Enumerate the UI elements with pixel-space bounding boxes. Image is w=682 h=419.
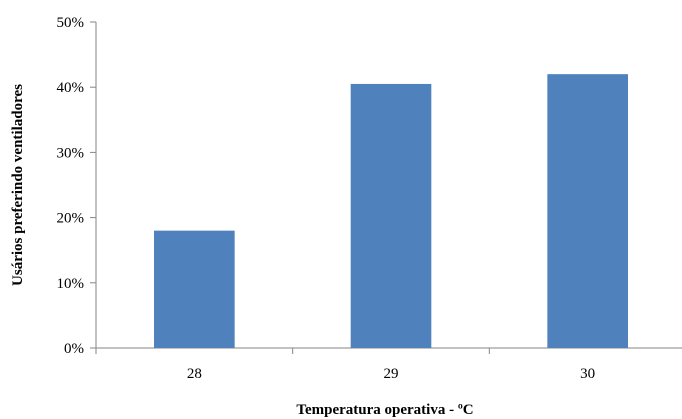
y-tick-label: 10% bbox=[57, 276, 85, 292]
y-tick-label: 0% bbox=[64, 341, 84, 357]
y-tick-label: 20% bbox=[57, 211, 85, 227]
x-ticks: 28 29 30 bbox=[95, 348, 595, 382]
y-ticks: 0% 10% 20% 30% 40% 50% bbox=[57, 15, 96, 357]
bar-28 bbox=[154, 230, 235, 348]
x-tick-label: 28 bbox=[187, 366, 202, 382]
y-tick-label: 30% bbox=[57, 145, 85, 161]
y-axis-title: Usários preferindo ventiladores bbox=[10, 84, 26, 286]
bar-29 bbox=[350, 83, 432, 348]
x-tick-label: 29 bbox=[384, 366, 399, 382]
bar-30 bbox=[547, 74, 628, 348]
x-axis-title: Temperatura operativa - ºC bbox=[296, 402, 473, 418]
y-tick-label: 50% bbox=[57, 15, 85, 31]
y-tick-label: 40% bbox=[57, 80, 85, 96]
bars bbox=[154, 74, 628, 348]
x-tick-label: 30 bbox=[580, 366, 595, 382]
